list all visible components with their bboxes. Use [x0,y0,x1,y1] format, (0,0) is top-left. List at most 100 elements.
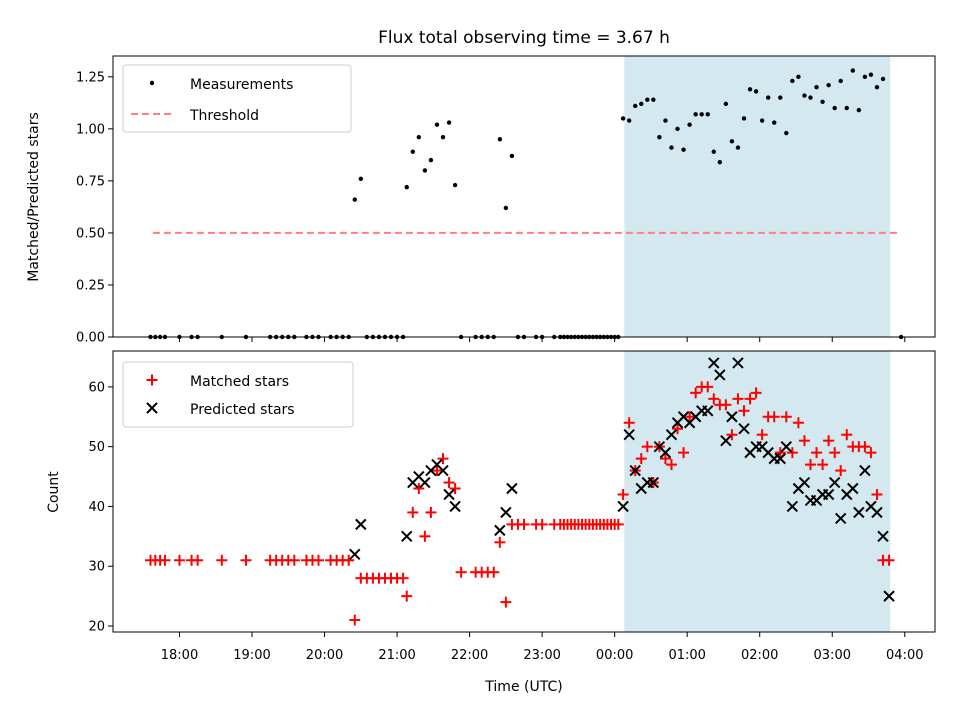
measurement-point [765,95,771,100]
matched-point [397,572,409,584]
matched-point [494,536,506,548]
predicted-point [714,369,726,381]
predicted-point-b [726,411,738,423]
measurement-point [844,105,849,111]
predicted-point-b [431,458,443,471]
predicted-point [786,500,799,513]
predicted-point [355,518,367,531]
matched-point [883,554,895,566]
predicted-point [883,590,895,602]
matched-point [690,387,702,399]
y-axis-bottom: 20 30 40 50 60 [88,380,113,635]
predicted-point [437,464,449,477]
predicted-point-b [349,548,361,560]
predicted-point-b [853,506,865,519]
measurement-point [687,122,692,127]
measurement-point [778,95,783,100]
measurement-point [669,145,674,150]
y-axis-top: 0.00 0.25 0.50 0.75 1.00 1.25 [76,70,113,346]
predicted-point-b [828,476,841,489]
measurement-point [784,130,789,136]
predicted-point-b [708,357,720,369]
measurement-point [796,74,801,80]
predicted-point [738,423,750,435]
matched-point [659,453,671,465]
predicted-point [720,434,732,447]
measurement-point [509,153,515,159]
predicted-point [859,464,871,477]
legend-label-threshold: Threshold [189,108,259,124]
matched-point [768,411,780,423]
matched-point [720,399,732,411]
measurement-point [790,78,795,84]
measurement-point [711,149,716,154]
measurement-point [663,118,668,123]
measurement-point [868,72,874,77]
matched-point [159,554,171,566]
legend-marker-predicted [146,402,158,414]
predicted-point [726,411,738,423]
measurement-point [428,157,434,163]
chart-title: Flux total observing time = 3.67 h [378,28,670,48]
predicted-point-b [623,428,635,441]
matched-point [672,423,684,435]
matched-point [536,518,548,530]
predicted-point [877,530,889,543]
bottom-panel: 20 30 40 50 60 18:00 19:00 20:00 21:00 22:00 23:0… [46,350,936,695]
matched-point [240,554,252,566]
matched-point [678,447,690,459]
matched-point [488,566,500,578]
predicted-point-b [506,482,518,495]
measurement-point [802,93,807,98]
measurement-point [729,139,735,144]
measurement-point [440,134,446,140]
measurement-point [446,120,452,125]
predicted-point-b [413,470,425,483]
measurement-point [422,168,428,173]
matched-point [811,447,823,459]
measurement-point [503,205,509,211]
matched-point [641,441,653,453]
matched-point [349,614,361,626]
x-tick-label: 04:00 [886,648,923,663]
measurement-point [657,134,662,140]
measurement-point [681,147,686,152]
matched-point [823,435,835,447]
y-tick-label: 0.75 [76,174,105,189]
legend-top: Measurements Threshold [122,64,352,133]
x-tick-label: 20:00 [306,648,343,663]
legend-label-predicted: Predicted stars [190,402,295,418]
matched-point [612,518,624,530]
matched-point [738,405,750,417]
predicted-point [708,357,720,369]
matched-point [401,590,413,602]
predicted-point [822,488,835,501]
measurement-point [358,176,364,182]
measurement-point [497,137,503,142]
predicted-point [847,482,859,495]
predicted-point-b [732,357,744,369]
matched-point [518,518,530,530]
matched-point [623,417,635,429]
predicted-point [419,476,431,489]
plot-frame-bottom [112,350,936,633]
plot-frame-top [112,55,936,338]
measurement-point [874,85,880,90]
measurement-point [645,97,650,102]
predicted-point [617,500,629,513]
matched-point [313,554,324,566]
measurement-point [705,112,710,117]
legend-bottom: Matched stars Predicted stars [122,361,354,428]
legend-label-measurements: Measurements [190,77,293,93]
y-tick-label: 50 [88,440,105,455]
y-axis-label-top: Matched/Predicted stars [26,112,42,282]
measurement-point [880,76,886,82]
x-tick-label: 21:00 [378,648,415,663]
x-tick-label: 18:00 [161,648,198,663]
x-tick-label: 02:00 [741,648,778,663]
predicted-point-b [449,500,461,513]
matched-point [871,488,883,500]
predicted-point-b [871,506,883,519]
predicted-point-b [443,488,455,501]
y-tick-label: 60 [88,380,105,395]
